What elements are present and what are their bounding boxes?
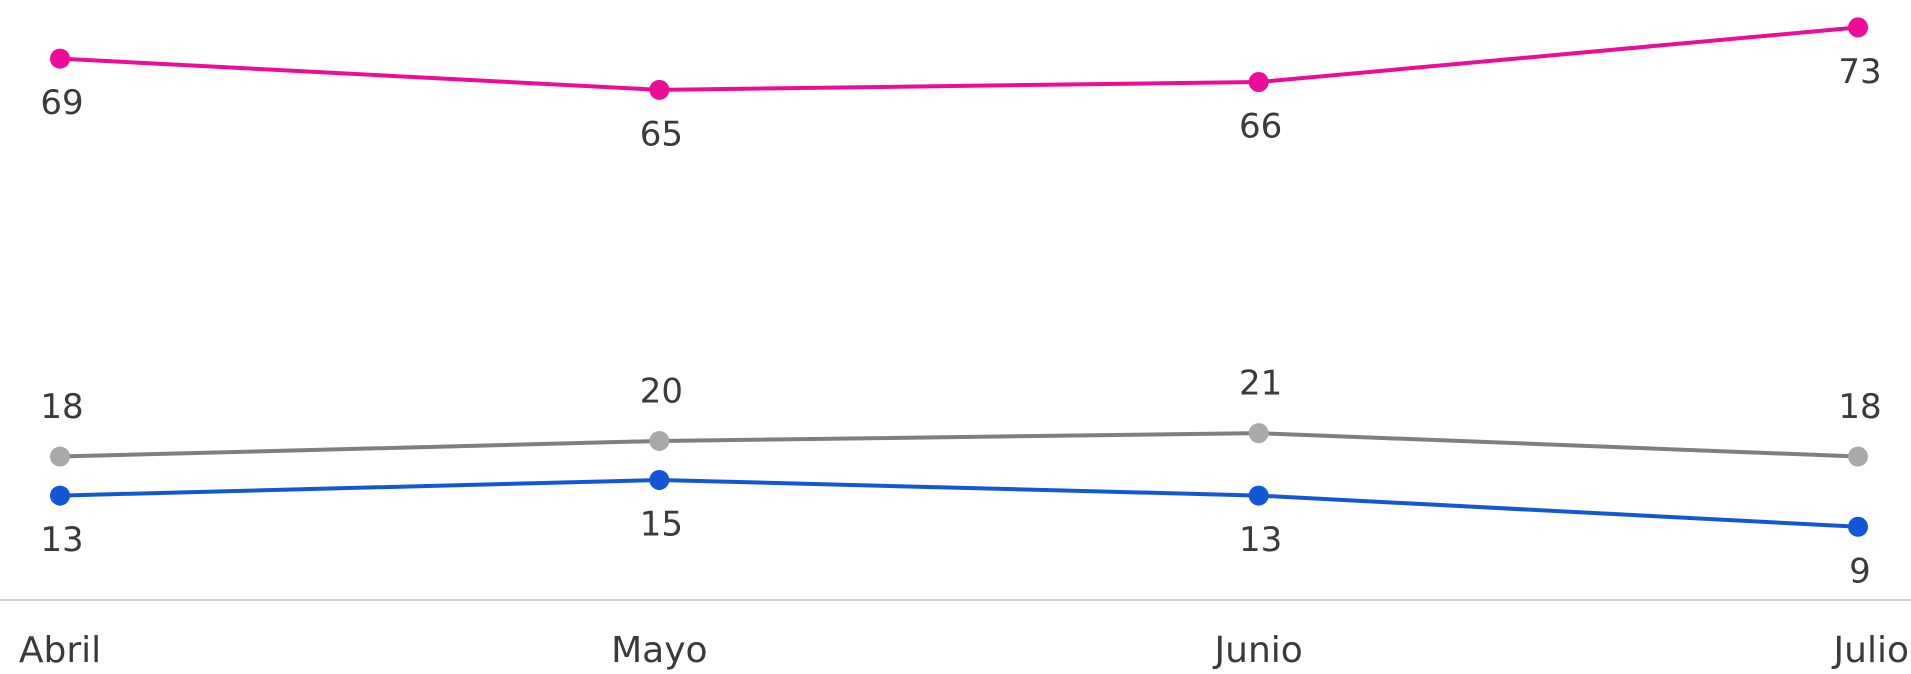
data-label: 9 xyxy=(1849,551,1871,591)
point xyxy=(1248,423,1269,444)
data-label: 15 xyxy=(640,504,683,544)
x-tick-label: Julio xyxy=(1832,630,1909,671)
data-label: 65 xyxy=(640,114,683,154)
point xyxy=(1848,446,1868,467)
data-label: 18 xyxy=(1838,387,1881,427)
data-label: 13 xyxy=(1239,520,1282,560)
point xyxy=(1848,17,1868,38)
data-label: 13 xyxy=(40,520,83,560)
series-line xyxy=(59,25,1859,92)
point xyxy=(649,430,670,451)
data-label: 21 xyxy=(1239,364,1282,404)
series-line xyxy=(59,477,1859,529)
point xyxy=(50,48,70,69)
point xyxy=(649,469,670,490)
point xyxy=(1848,516,1868,537)
point xyxy=(50,446,70,467)
series-line xyxy=(59,431,1859,459)
point xyxy=(50,485,70,506)
data-label: 66 xyxy=(1239,107,1282,147)
point xyxy=(649,79,670,100)
data-label: 20 xyxy=(640,371,683,411)
x-tick-label: Abril xyxy=(19,630,101,671)
x-tick-label: Junio xyxy=(1213,630,1303,671)
data-label: 18 xyxy=(40,387,83,427)
x-tick-label: Mayo xyxy=(611,630,707,671)
data-label: 73 xyxy=(1838,52,1881,92)
data-label: 69 xyxy=(40,83,83,123)
point xyxy=(1248,485,1269,506)
point xyxy=(1248,72,1269,93)
